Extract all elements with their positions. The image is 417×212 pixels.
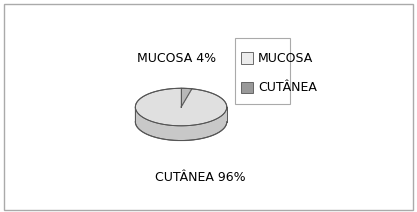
- Text: MUCOSA: MUCOSA: [258, 52, 313, 65]
- Bar: [241, 52, 253, 64]
- Polygon shape: [181, 88, 192, 107]
- Text: CUTÂNEA 96%: CUTÂNEA 96%: [156, 171, 246, 184]
- Text: CUTÂNEA: CUTÂNEA: [258, 81, 317, 94]
- Text: MUCOSA 4%: MUCOSA 4%: [137, 52, 216, 65]
- FancyBboxPatch shape: [235, 39, 290, 104]
- Bar: [241, 82, 253, 93]
- Polygon shape: [136, 88, 227, 126]
- Polygon shape: [136, 107, 227, 141]
